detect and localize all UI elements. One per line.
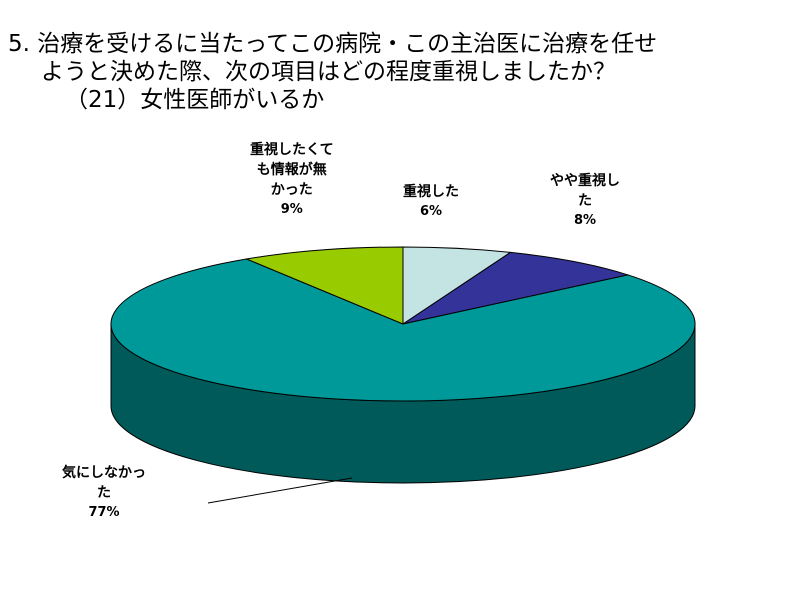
title-line-3: （21）女性医師がいるか: [65, 87, 325, 113]
label-not-concerned-line-1: 気にしなかっ: [62, 465, 146, 481]
title-line-1: 5. 治療を受けるに当たってこの病院・この主治医に治療を任せ: [8, 31, 658, 57]
chart-title: 5. 治療を受けるに当たってこの病院・この主治医に治療を任せ ようと決めた際、次…: [8, 30, 798, 114]
label-no-info-line-1: 重視したくて: [250, 142, 334, 158]
label-no-info: 重視したくて も情報が無 かった 9%: [250, 140, 334, 220]
label-somewhat-important-value: 8%: [573, 213, 597, 228]
slice-no-info: [244, 246, 404, 325]
label-no-info-value: 9%: [280, 202, 303, 217]
label-somewhat-important-line-1: やや重視し: [550, 173, 620, 189]
label-somewhat-important: やや重視し た 8%: [550, 171, 620, 231]
leader-line-not-concerned: [207, 477, 353, 504]
label-not-concerned-line-2: た: [97, 485, 111, 501]
label-important-value: 6%: [419, 204, 443, 219]
label-no-info-line-2: も情報が無: [256, 162, 327, 178]
label-no-info-line-3: かった: [270, 182, 313, 198]
slice-somewhat-important: [402, 251, 630, 325]
label-not-concerned: 気にしなかっ た 77%: [62, 463, 146, 523]
label-somewhat-important-line-2: た: [578, 193, 592, 209]
slice-not-concerned: [110, 258, 696, 402]
pie-slices: [110, 246, 696, 402]
label-important: 重視した 6%: [403, 182, 459, 222]
title-line-2: ようと決めた際、次の項目はどの程度重視しましたか？: [41, 59, 616, 85]
label-not-concerned-value: 77%: [88, 505, 120, 520]
label-important-line: 重視した: [403, 184, 459, 200]
